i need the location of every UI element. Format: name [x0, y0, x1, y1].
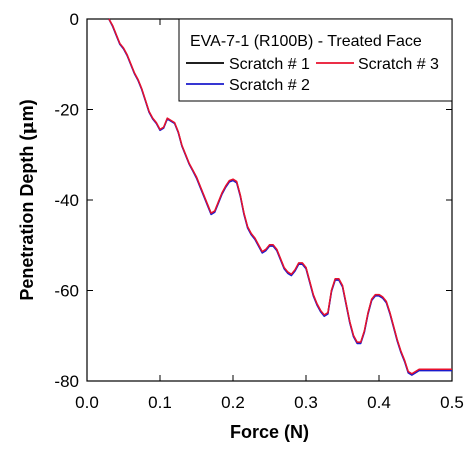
x-tick-label: 0.5	[440, 393, 464, 412]
legend-label-scratch-1: Scratch # 1	[229, 56, 310, 73]
y-tick-label: -60	[54, 282, 79, 301]
y-axis-ticks: 0 -20 -40 -60 -80	[54, 10, 452, 391]
legend: EVA-7-1 (R100B) - Treated Face Scratch #…	[178, 18, 453, 102]
series-lines	[108, 18, 452, 376]
y-tick-label: 0	[70, 10, 79, 29]
y-axis-title-suffix: m)	[17, 99, 37, 121]
x-axis-title: Force (N)	[230, 422, 309, 442]
x-axis-ticks: 0.0 0.1 0.2 0.3 0.4 0.5	[75, 19, 464, 412]
y-axis-title-prefix: Penetration Depth (	[17, 135, 37, 301]
y-tick-label: -40	[54, 191, 79, 210]
x-tick-label: 0.0	[75, 393, 99, 412]
y-tick-label: -20	[54, 101, 79, 120]
x-tick-label: 0.1	[148, 393, 172, 412]
y-tick-label: -80	[54, 372, 79, 391]
legend-label-scratch-3: Scratch # 3	[358, 56, 439, 73]
series-line-scratch-3	[108, 18, 452, 375]
y-axis-title-mu: μ	[17, 121, 38, 134]
y-axis-title: Penetration Depth (μm)	[17, 99, 38, 300]
legend-title: EVA-7-1 (R100B) - Treated Face	[190, 33, 422, 50]
x-tick-label: 0.2	[221, 393, 245, 412]
x-tick-label: 0.4	[367, 393, 391, 412]
legend-label-scratch-2: Scratch # 2	[229, 77, 310, 94]
x-tick-label: 0.3	[294, 393, 318, 412]
legend-box	[178, 18, 453, 102]
